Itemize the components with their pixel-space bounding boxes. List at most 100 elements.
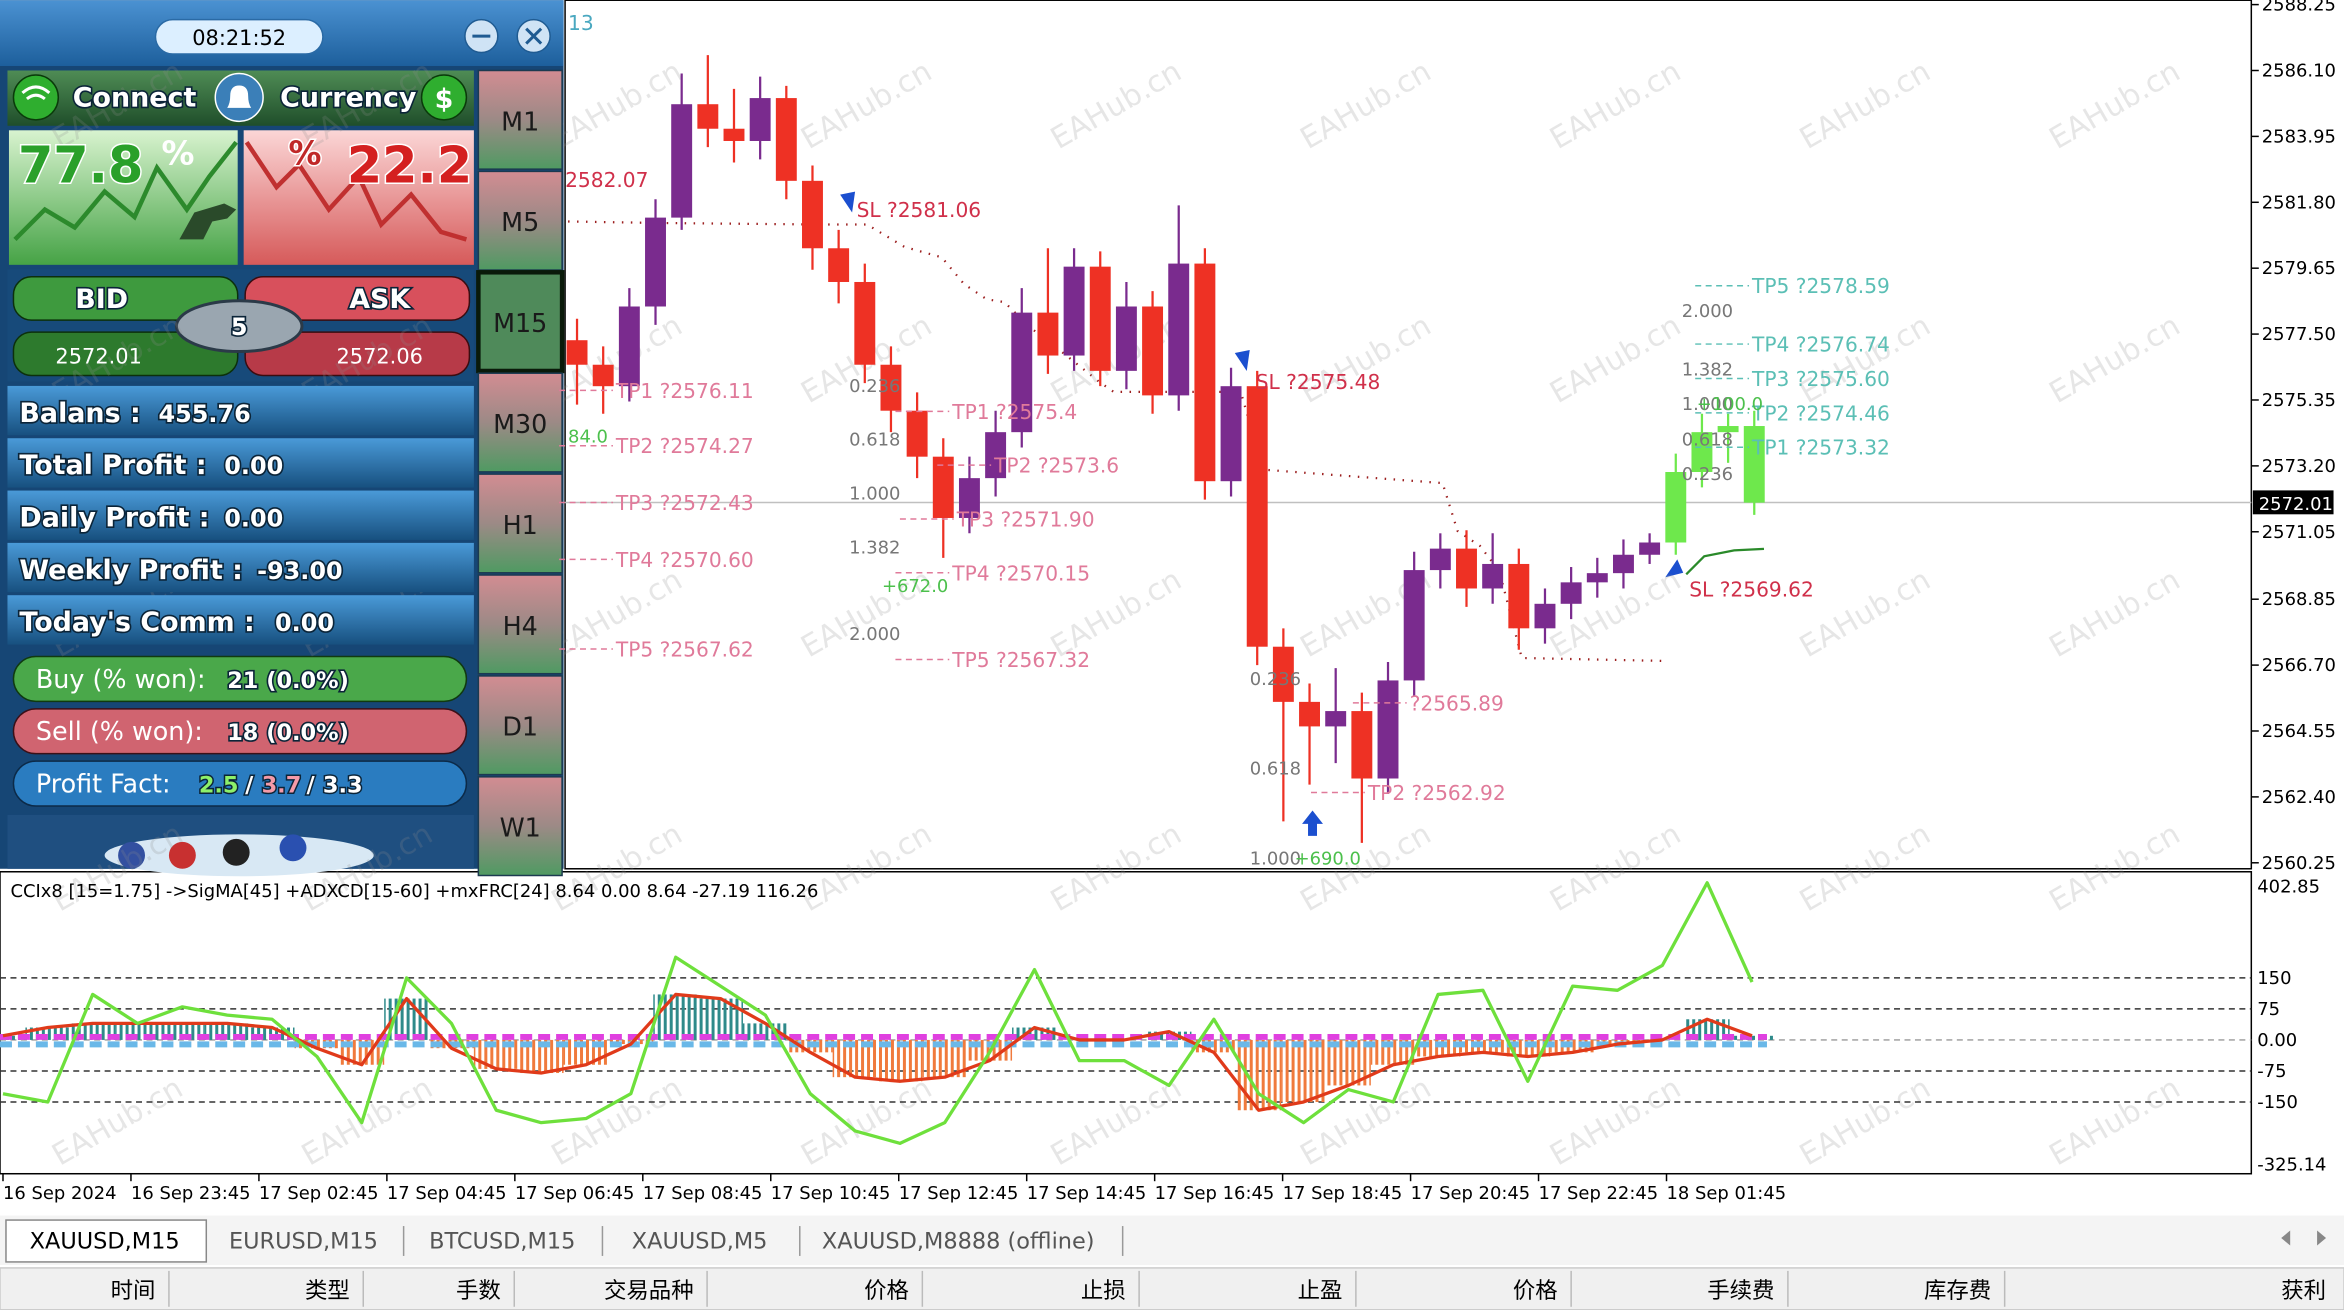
column-title[interactable]: 手数: [456, 1278, 501, 1304]
candle-body: [592, 364, 614, 387]
profit-fact-value: 2.5: [199, 773, 239, 799]
connect-label[interactable]: Connect: [71, 81, 198, 115]
candle-body: [1220, 386, 1242, 482]
chart-annotation: TP1 ?2573.32: [1751, 436, 1890, 460]
column-title[interactable]: 时间: [111, 1278, 156, 1304]
timeframe-button[interactable]: [477, 473, 563, 574]
chart-annotation: 0.236: [849, 376, 900, 397]
current-price-box: [2252, 490, 2334, 515]
column-title[interactable]: 手续费: [1707, 1278, 1774, 1304]
time-label: 17 Sep 16:45: [1155, 1183, 1275, 1204]
flag-uk: [168, 841, 196, 869]
flag-de: [222, 838, 250, 866]
timeframe-label[interactable]: H4: [503, 611, 538, 641]
column-title[interactable]: 交易品种: [604, 1278, 694, 1304]
chart-annotation: TP5 ?2567.32: [951, 648, 1090, 672]
price-tick-label: 2586.10: [2262, 60, 2336, 81]
column-title[interactable]: 获利: [2281, 1278, 2326, 1304]
price-tick-label: 2573.20: [2262, 456, 2336, 477]
column-title[interactable]: 库存费: [1924, 1278, 1991, 1304]
profit-fact-value: /: [245, 773, 254, 799]
column-title[interactable]: 价格: [864, 1278, 909, 1304]
buy-pill[interactable]: [12, 655, 468, 703]
histogram-bar: [1281, 1039, 1326, 1102]
bull-icon: [179, 203, 237, 240]
currency-icon[interactable]: [420, 74, 468, 121]
chart-annotation: TP4 ?2576.74: [1751, 333, 1890, 357]
current-price: 2572.01: [2259, 494, 2333, 515]
time-label: 17 Sep 18:45: [1283, 1183, 1403, 1204]
candle-body: [1586, 573, 1608, 583]
connect-icon[interactable]: [12, 74, 60, 121]
time-label: 17 Sep 22:45: [1539, 1183, 1659, 1204]
timeframe-button[interactable]: [477, 574, 563, 675]
buy-value: 21 (0.0%): [227, 668, 349, 694]
win-sign: %: [161, 134, 194, 173]
timeframe-button[interactable]: [477, 675, 563, 776]
chart-tab[interactable]: BTCUSD,M15: [429, 1228, 575, 1254]
chart-annotation: 0.236: [1682, 464, 1733, 485]
candle-body: [1037, 312, 1059, 356]
time-label: 17 Sep 14:45: [1027, 1183, 1147, 1204]
chart-annotation: 0.618: [849, 430, 900, 451]
buy-label: Buy (% won):: [36, 664, 206, 694]
column-title[interactable]: 类型: [305, 1278, 350, 1304]
chart-tab[interactable]: EURUSD,M15: [229, 1228, 378, 1254]
chart-annotation: 1.382: [1682, 359, 1733, 380]
timeframe-label[interactable]: M1: [501, 106, 539, 136]
profit-fact-value: 3.7: [262, 773, 302, 799]
profit-fact-value: /: [306, 773, 315, 799]
chart-annotation: SL ?2575.48: [1256, 370, 1381, 394]
timeframe-label[interactable]: D1: [502, 712, 538, 742]
time-label: 17 Sep 04:45: [387, 1183, 507, 1204]
column-title[interactable]: 止损: [1081, 1278, 1126, 1304]
price-tick-label: 2571.05: [2262, 522, 2336, 543]
timeframe-label[interactable]: M5: [501, 207, 539, 237]
indicator-tick-label: 75: [2257, 999, 2280, 1020]
time-label: 17 Sep 08:45: [643, 1183, 763, 1204]
timeframe-button[interactable]: [477, 776, 563, 877]
chart-tab[interactable]: XAUUSD,M5: [632, 1228, 768, 1254]
chart-tab[interactable]: XAUUSD,M15: [30, 1228, 180, 1254]
currency-label[interactable]: Currency: [279, 81, 419, 115]
column-title[interactable]: 价格: [1513, 1278, 1558, 1304]
candle-body: [828, 248, 850, 282]
timeframe-button[interactable]: [476, 270, 565, 374]
chart-tab[interactable]: XAUUSD,M8888 (offline): [822, 1228, 1095, 1254]
ask-label: ASK: [349, 284, 411, 315]
timeframe-button[interactable]: [477, 69, 563, 170]
chart-annotation: +100.0: [1697, 394, 1763, 415]
sell-label: Sell (% won):: [36, 716, 203, 746]
chart-annotation: SL ?2581.06: [857, 198, 982, 222]
chart-annotation: TP2 ?2573.6: [993, 454, 1119, 478]
chart-annotation: 1.000: [1682, 394, 1733, 415]
indicator-tick-label: 0.00: [2257, 1030, 2297, 1051]
chart-annotation: TP5 ?2567.62: [615, 637, 754, 661]
stat-row: [7, 595, 474, 645]
ask-pill: [244, 276, 471, 321]
timeframe-label[interactable]: H1: [503, 510, 538, 540]
loss-box: [243, 130, 474, 265]
timeframe-button[interactable]: [477, 372, 563, 473]
histogram-bar: [0, 1035, 26, 1040]
chart-annotation: 1.000: [1250, 848, 1301, 869]
candle-body: [1534, 603, 1556, 629]
timeframe-button[interactable]: [477, 170, 563, 271]
timeframe-label[interactable]: M15: [493, 308, 547, 338]
indicator-frame: [0, 871, 2253, 1175]
price-tick-label: 2564.55: [2262, 721, 2336, 742]
sell-pill[interactable]: [12, 708, 468, 755]
column-title[interactable]: 止盈: [1298, 1278, 1343, 1304]
stat-label: Balans :: [19, 398, 140, 429]
trailing-stop-new: [1685, 547, 1765, 576]
timeframe-label[interactable]: W1: [500, 813, 541, 843]
indicator-tick-label: -150: [2257, 1092, 2298, 1113]
bid-label: BID: [75, 284, 128, 315]
timeframe-label[interactable]: M30: [493, 409, 547, 439]
spread-badge: [174, 299, 304, 354]
candle-body: [1194, 263, 1216, 482]
active-tab[interactable]: [5, 1219, 208, 1263]
time-label: 16 Sep 23:45: [131, 1183, 251, 1204]
stat-value: 455.76: [158, 400, 250, 428]
spread: 5: [231, 313, 248, 341]
